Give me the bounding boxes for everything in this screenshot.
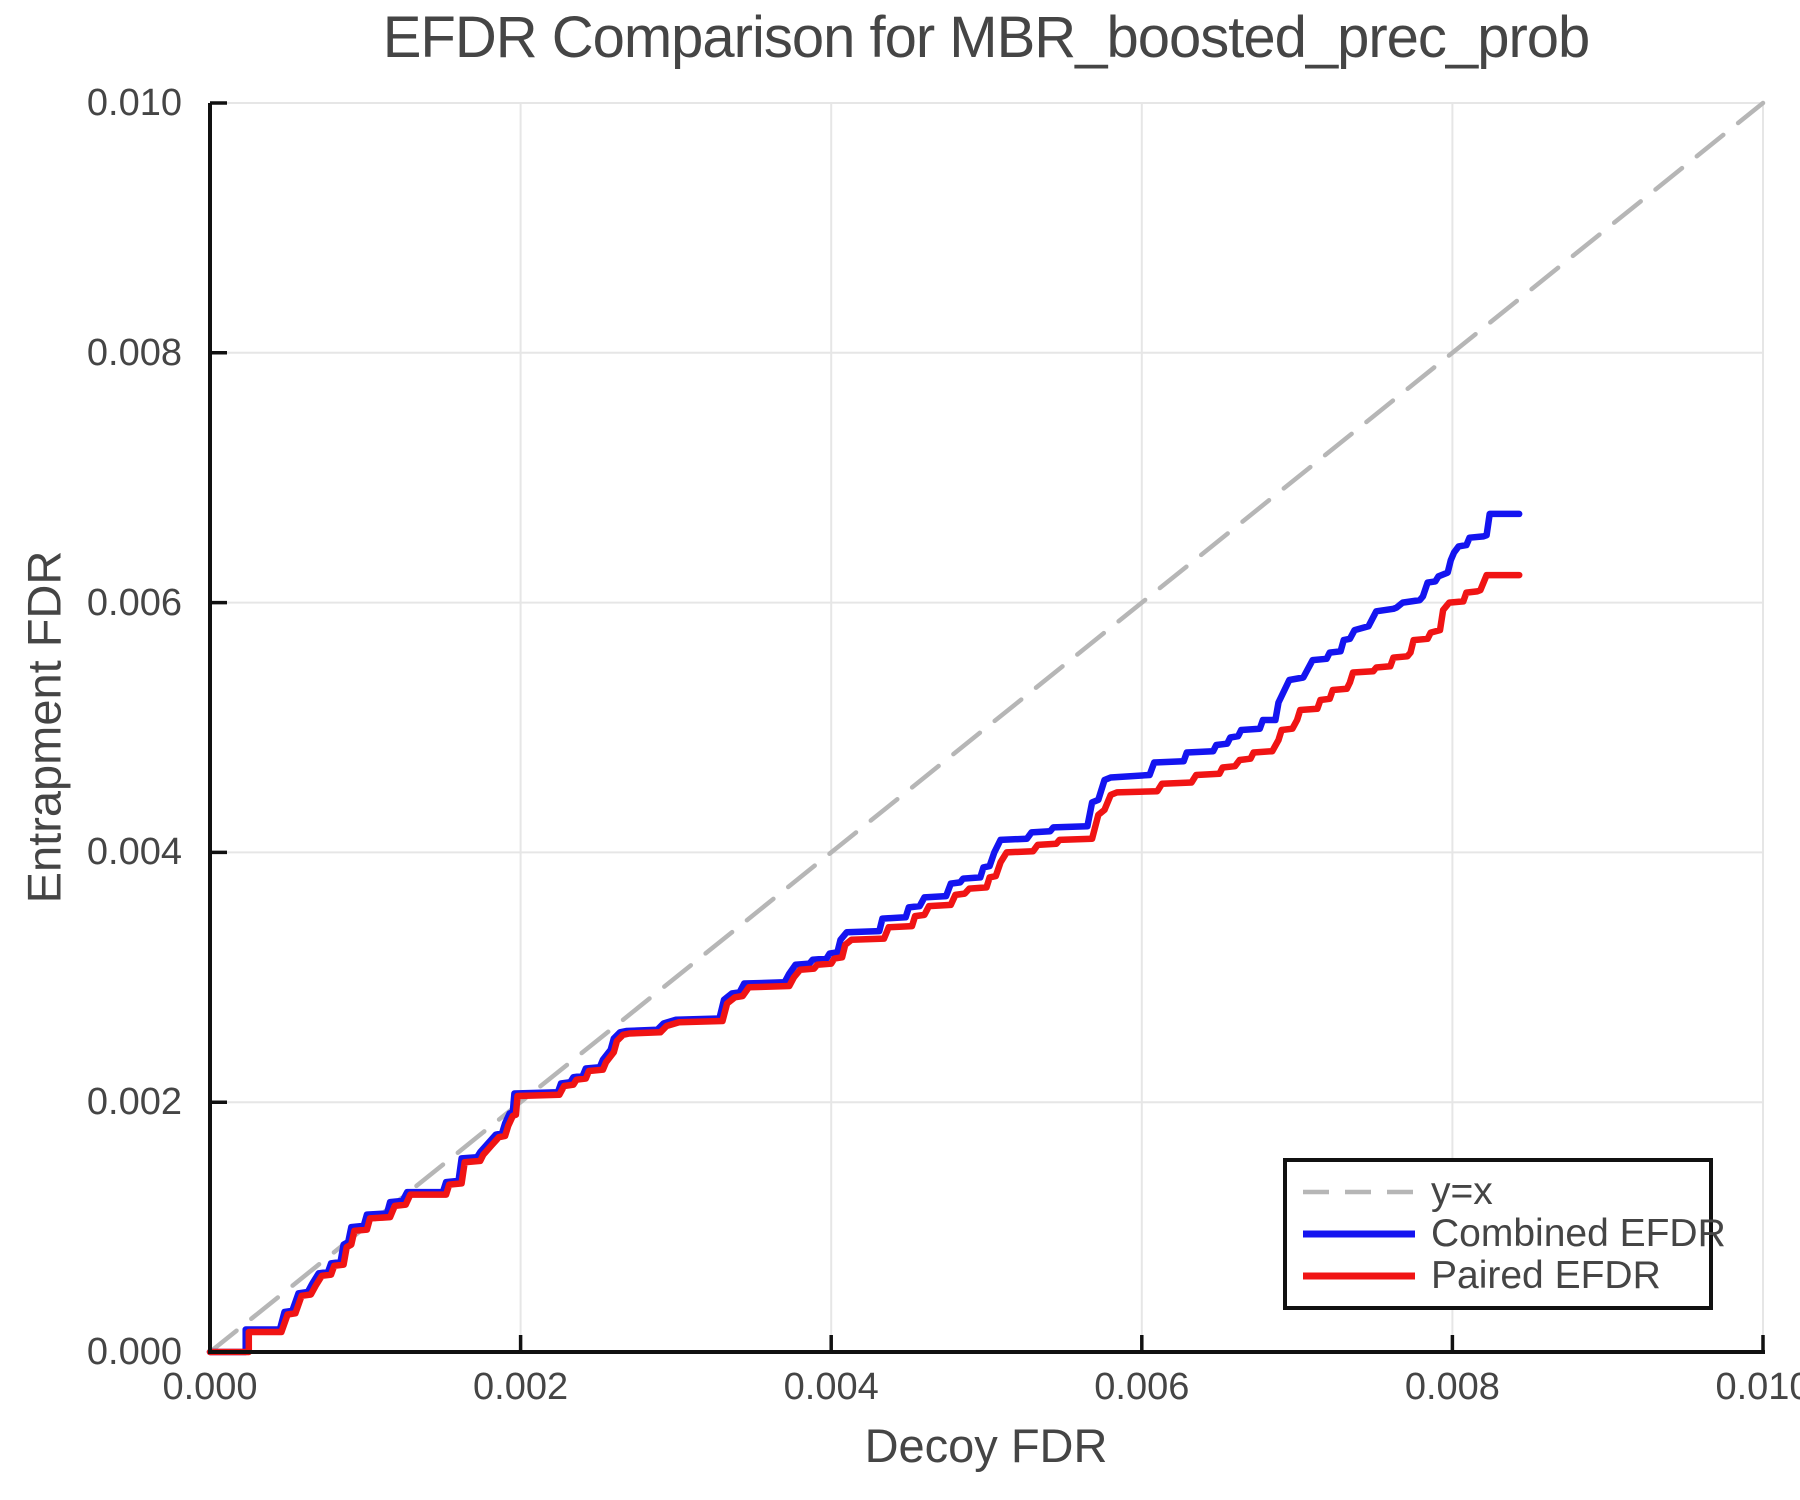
legend-entry-combined-efdr: Combined EFDR bbox=[1303, 1213, 1726, 1255]
legend-entry-identity: y=x bbox=[1303, 1171, 1709, 1213]
y-tick-label: 0.004 bbox=[86, 831, 182, 874]
series-line-y-x bbox=[207, 100, 1766, 1355]
legend-label-combined-efdr: Combined EFDR bbox=[1431, 1212, 1726, 1255]
dashed-line-sample-icon bbox=[1303, 1189, 1415, 1195]
y-tick-label: 0.002 bbox=[86, 1081, 182, 1124]
legend-entry-paired-efdr: Paired EFDR bbox=[1303, 1255, 1709, 1297]
series-line-paired-efdr bbox=[206, 571, 1523, 1356]
x-tick-label: 0.002 bbox=[473, 1366, 569, 1408]
legend-label-identity: y=x bbox=[1431, 1170, 1493, 1213]
legend-label-paired-efdr: Paired EFDR bbox=[1431, 1254, 1661, 1297]
x-tick-label: 0.010 bbox=[1715, 1366, 1800, 1408]
x-tick-label: 0.006 bbox=[1094, 1366, 1190, 1408]
y-tick-label: 0.000 bbox=[86, 1331, 182, 1373]
blue-line-sample-icon bbox=[1303, 1230, 1415, 1238]
y-tick-label: 0.008 bbox=[86, 331, 182, 374]
y-tick-label: 0.010 bbox=[86, 82, 182, 124]
chart-title: EFDR Comparison for MBR_boosted_prec_pro… bbox=[382, 5, 1591, 70]
x-axis-label: Decoy FDR bbox=[864, 1419, 1108, 1472]
x-tick-label: 0.004 bbox=[783, 1366, 879, 1408]
x-tick-label: 0.000 bbox=[162, 1366, 258, 1408]
legend: y=x Combined EFDR Paired EFDR bbox=[1283, 1158, 1726, 1310]
red-line-sample-icon bbox=[1303, 1272, 1415, 1280]
x-tick-label: 0.008 bbox=[1404, 1366, 1500, 1408]
y-tick-label: 0.006 bbox=[86, 581, 182, 624]
